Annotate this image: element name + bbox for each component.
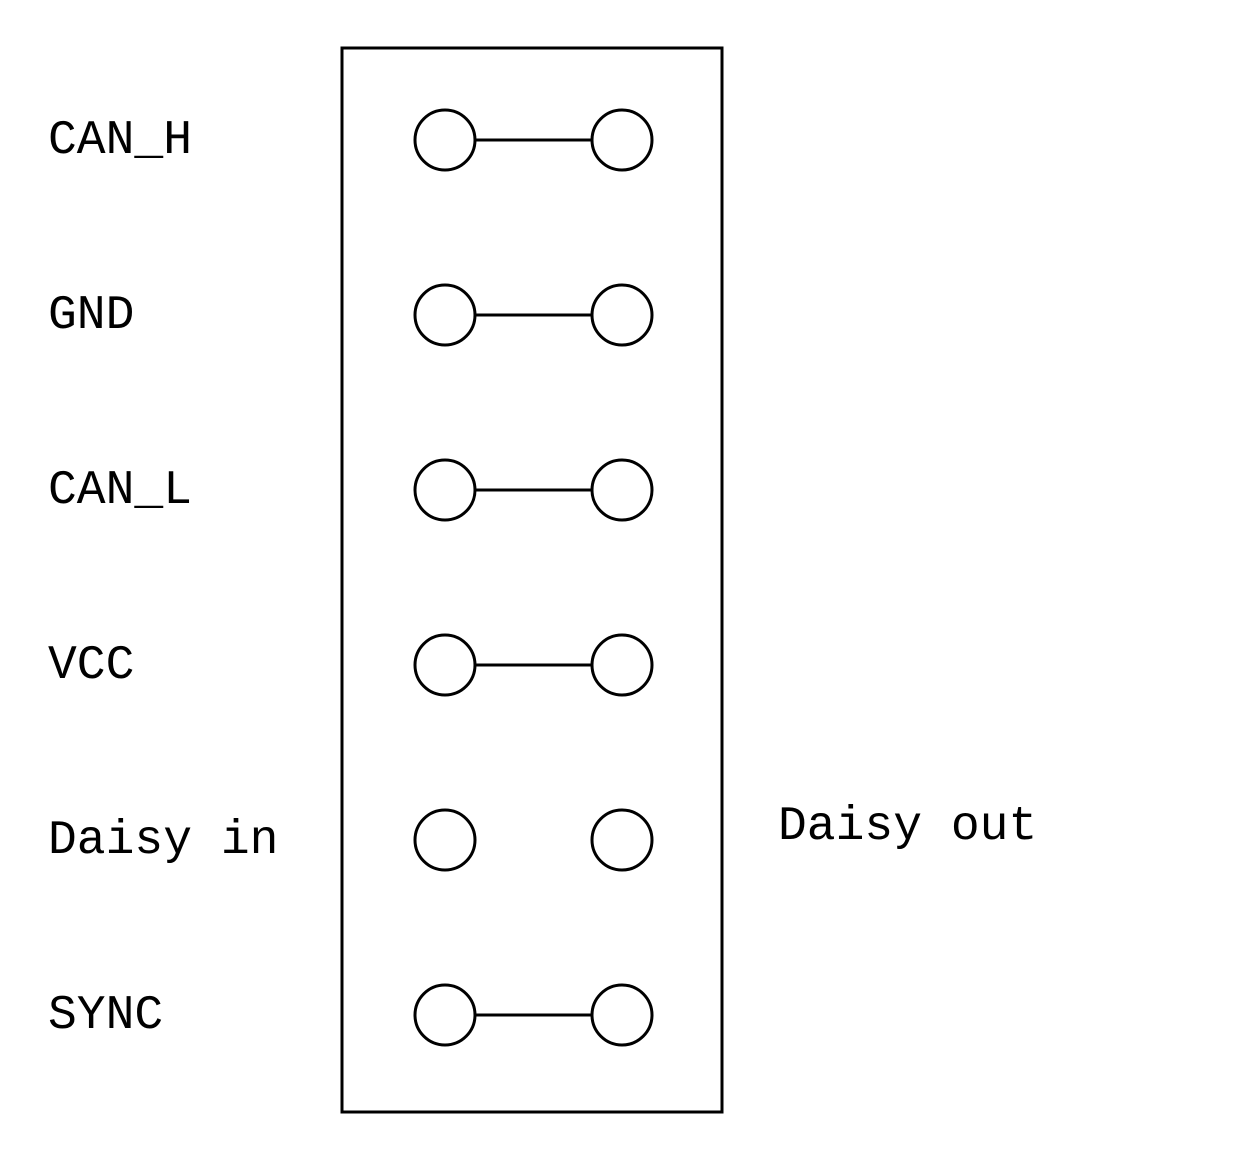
pin-left-4 <box>415 810 475 870</box>
row-label-gnd: GND <box>48 289 134 343</box>
pin-right-2 <box>592 460 652 520</box>
pin-left-3 <box>415 635 475 695</box>
row-label-can-l: CAN_L <box>48 464 192 518</box>
pin-right-1 <box>592 285 652 345</box>
row-label-sync: SYNC <box>48 989 163 1043</box>
pin-right-4 <box>592 810 652 870</box>
row-label-vcc: VCC <box>48 639 134 693</box>
row-label-daisy-in: Daisy in <box>48 814 278 868</box>
connector-box <box>342 48 722 1112</box>
pin-right-5 <box>592 985 652 1045</box>
label-daisy-out: Daisy out <box>778 800 1037 854</box>
pin-left-5 <box>415 985 475 1045</box>
pin-left-2 <box>415 460 475 520</box>
pin-right-3 <box>592 635 652 695</box>
diagram-svg <box>0 0 1240 1156</box>
pinout-diagram: CAN_H GND CAN_L VCC Daisy in SYNC Daisy … <box>0 0 1240 1156</box>
row-label-can-h: CAN_H <box>48 114 192 168</box>
pin-left-0 <box>415 110 475 170</box>
pin-left-1 <box>415 285 475 345</box>
pin-right-0 <box>592 110 652 170</box>
